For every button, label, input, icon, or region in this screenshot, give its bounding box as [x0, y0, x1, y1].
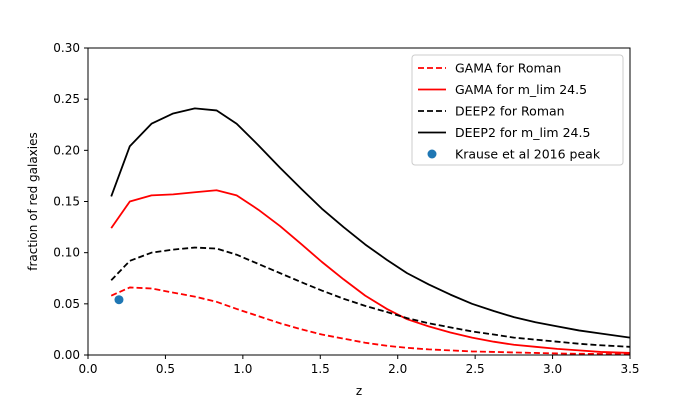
legend: GAMA for Roman GAMA for m_lim 24.5 DEEP2 f… — [411, 54, 624, 166]
x-tick-label: 3.0 — [543, 362, 562, 376]
legend-label-krause-peak: Krause et al 2016 peak — [455, 147, 601, 162]
x-tick-label: 0.5 — [156, 362, 175, 376]
y-axis-label: fraction of red galaxies — [26, 132, 40, 271]
series-line-gama-mlim — [110, 189, 630, 354]
plot-area — [110, 107, 630, 355]
x-tick-label: 2.5 — [466, 362, 485, 376]
y-tick-label: 0.20 — [53, 143, 80, 157]
y-tick-label: 0.00 — [53, 348, 80, 362]
x-tick-label: 2.0 — [388, 362, 407, 376]
data-point-krause-peak — [114, 295, 124, 305]
y-tick-label: 0.05 — [53, 297, 80, 311]
y-tick-label: 0.30 — [53, 41, 80, 55]
x-tick-label: 3.5 — [620, 362, 639, 376]
legend-label-deep2-roman: DEEP2 for Roman — [455, 104, 565, 119]
x-tick-label: 0.0 — [78, 362, 97, 376]
x-tick-label: 1.5 — [311, 362, 330, 376]
series-line-deep2-mlim — [110, 107, 630, 339]
y-tick-label: 0.25 — [53, 92, 80, 106]
axes: 0.0 0.5 1.0 1.5 2.0 2.5 3.0 3.5 0.00 0.05 0.10 0.15… — [53, 41, 639, 376]
x-axis-label: z — [356, 384, 362, 398]
legend-box — [411, 54, 624, 166]
series-line-gama-roman — [110, 286, 630, 355]
legend-label-deep2-mlim: DEEP2 for m_lim 24.5 — [455, 125, 590, 140]
y-tick-label: 0.10 — [53, 246, 80, 260]
y-tick-label: 0.15 — [53, 195, 80, 209]
series-line-deep2-roman — [110, 246, 630, 348]
legend-label-gama-roman: GAMA for Roman — [455, 61, 561, 76]
x-tick-label: 1.0 — [233, 362, 252, 376]
legend-label-gama-mlim: GAMA for m_lim 24.5 — [455, 82, 587, 97]
legend-swatch-krause-peak — [427, 149, 437, 159]
